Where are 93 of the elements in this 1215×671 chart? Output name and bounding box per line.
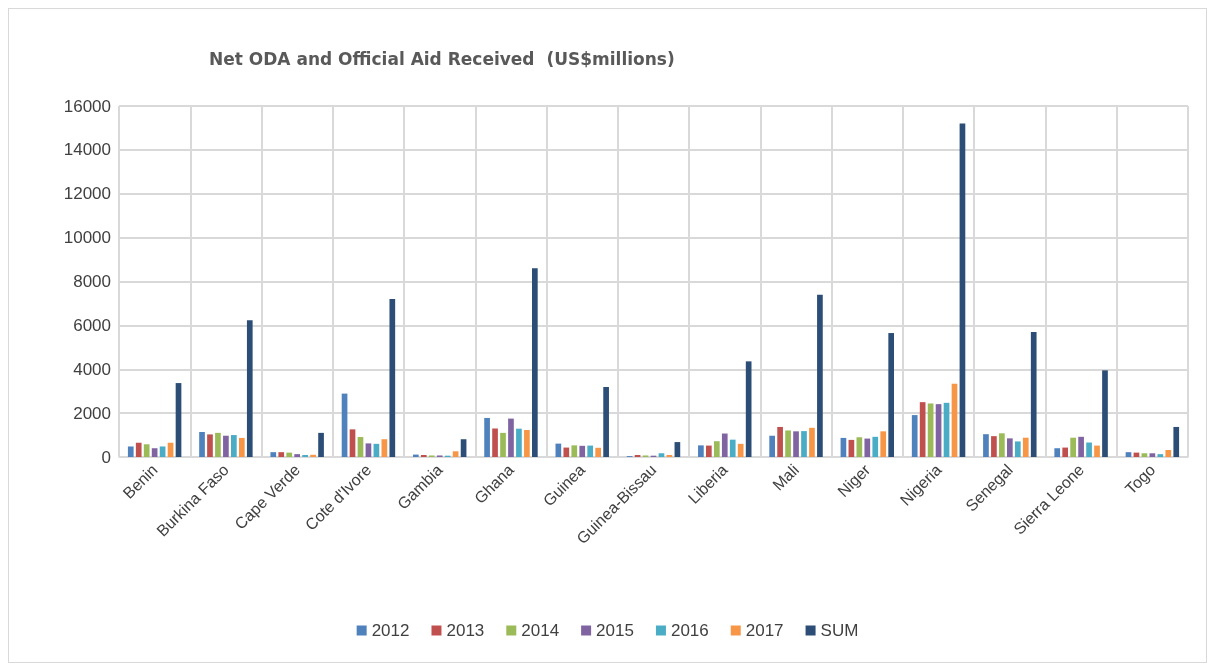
y-tick-label: 4000 <box>73 359 111 379</box>
bar <box>389 299 396 457</box>
bar <box>793 431 799 457</box>
bar <box>1022 437 1029 457</box>
legend-label: 2013 <box>446 621 485 640</box>
y-tick-label: 10000 <box>63 228 111 248</box>
bar <box>991 436 997 457</box>
bar <box>524 430 530 457</box>
y-tick-label: 8000 <box>73 272 111 291</box>
bar <box>310 454 316 457</box>
legend-label: 2012 <box>371 621 410 640</box>
bar <box>1149 453 1156 457</box>
bar <box>270 452 277 457</box>
bar <box>769 435 775 457</box>
legend-label: 2016 <box>670 621 709 640</box>
legend-label: 2014 <box>521 621 560 640</box>
bar <box>658 453 665 457</box>
bar <box>911 415 918 457</box>
bar <box>1086 442 1092 457</box>
bar <box>729 439 736 457</box>
legend-label: 2015 <box>596 621 634 640</box>
bar <box>143 444 150 457</box>
bar <box>1125 452 1132 457</box>
legend-label: SUM <box>820 621 859 640</box>
bar <box>215 432 221 457</box>
bar <box>571 445 578 457</box>
bar <box>532 268 538 457</box>
bar <box>294 454 301 457</box>
bar <box>500 432 506 457</box>
bar <box>999 433 1005 457</box>
bar <box>595 447 601 457</box>
bar <box>579 445 586 457</box>
y-tick-label: 6000 <box>73 315 111 335</box>
bar <box>563 447 570 457</box>
bar <box>492 428 498 457</box>
y-tick-label: 12000 <box>63 184 111 204</box>
bar <box>1165 449 1172 457</box>
bar <box>278 452 285 457</box>
bar <box>698 445 704 457</box>
bar <box>1102 370 1108 457</box>
bar <box>1014 441 1021 457</box>
bar <box>286 452 293 457</box>
bar <box>1094 445 1100 457</box>
bar <box>721 433 728 457</box>
bar <box>888 333 895 457</box>
bar <box>817 294 823 457</box>
bar <box>1006 438 1013 457</box>
bar <box>207 434 213 457</box>
x-tick-label: Togo <box>1121 460 1159 498</box>
bar <box>159 446 166 457</box>
bar <box>516 428 522 457</box>
bar <box>484 417 490 457</box>
bar <box>199 431 205 457</box>
bar <box>238 437 245 457</box>
bar <box>1030 331 1037 457</box>
bar <box>1141 453 1148 457</box>
bar <box>452 451 459 457</box>
chart-title: Net ODA and Official Aid Received (US$millions) <box>209 48 675 69</box>
bar <box>809 427 815 457</box>
bar <box>880 431 887 457</box>
bar <box>713 441 720 457</box>
bar <box>1078 436 1084 457</box>
bar <box>1070 437 1076 457</box>
y-tick-label: 0 <box>101 447 111 467</box>
bar <box>856 437 863 457</box>
y-tick-label: 2000 <box>73 403 111 423</box>
bar <box>1173 426 1180 457</box>
bar <box>785 430 791 457</box>
bar <box>246 320 253 457</box>
y-tick-label: 14000 <box>63 140 111 160</box>
bar <box>1157 454 1164 457</box>
bar <box>864 438 871 457</box>
y-tick-label: 16000 <box>63 96 111 116</box>
bar <box>318 432 324 457</box>
bar <box>365 443 372 457</box>
bar <box>706 445 712 457</box>
bar <box>801 431 807 457</box>
x-tick-label: Mali <box>769 460 803 494</box>
bar <box>737 443 744 457</box>
bar <box>983 434 989 457</box>
bar <box>1062 447 1069 457</box>
bar <box>223 435 229 457</box>
bar <box>603 387 609 457</box>
bar <box>777 426 783 457</box>
bar <box>587 445 594 457</box>
bar <box>135 442 142 457</box>
legend-label: 2017 <box>745 621 784 640</box>
bar <box>231 435 237 457</box>
bar <box>127 446 134 457</box>
bar <box>1054 448 1061 457</box>
bar <box>151 448 158 457</box>
bar <box>508 418 514 457</box>
bar <box>872 436 879 457</box>
